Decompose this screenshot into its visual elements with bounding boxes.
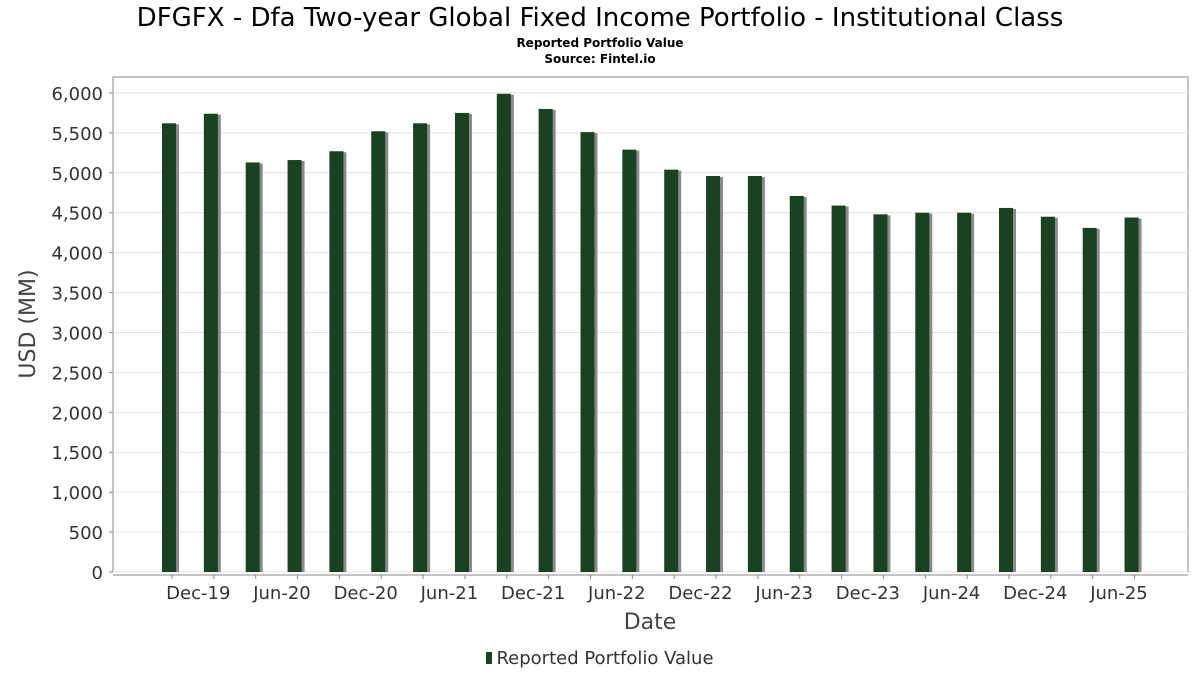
- bar-body: [538, 108, 553, 572]
- plot-area: [112, 76, 1189, 573]
- bar: [706, 176, 724, 572]
- y-tick-label: 4,000: [51, 244, 103, 265]
- bar: [789, 195, 807, 573]
- y-tick-label: 2,000: [51, 403, 103, 424]
- x-tick-label: Jun-22: [587, 583, 646, 604]
- bar: [580, 132, 598, 572]
- bar-body: [706, 176, 721, 572]
- bar: [831, 205, 849, 572]
- x-tick-label: Dec-22: [668, 583, 732, 604]
- bar-body: [454, 112, 469, 572]
- bar: [915, 212, 933, 572]
- bar: [538, 108, 556, 572]
- bar: [999, 207, 1016, 572]
- bar: [1124, 217, 1142, 573]
- bar: [957, 212, 975, 572]
- bar-body: [873, 214, 888, 573]
- bar-body: [371, 131, 386, 572]
- x-axis: Dec-19 Jun-20 Dec-20 Jun-21 Dec-21 Jun-22 Dec-…: [113, 574, 1188, 604]
- bar: [496, 93, 514, 573]
- x-tick-label: Jun-20: [252, 583, 311, 604]
- bar-body: [329, 151, 344, 572]
- y-axis: 0 500 1,000 1,500 2,000 2,500 3,000 3,500 4,000 4…: [51, 84, 113, 584]
- bar-body: [1082, 227, 1097, 573]
- x-tick-label: Jun-23: [754, 583, 813, 604]
- bar-body: [915, 212, 930, 572]
- x-tick-label: Dec-23: [836, 583, 900, 604]
- bar-body: [1124, 217, 1139, 573]
- bar: [1082, 227, 1100, 573]
- chart-subtitle: Reported Portfolio Value: [516, 36, 684, 50]
- bar: [454, 112, 472, 572]
- y-tick-label: 4,500: [51, 204, 103, 225]
- y-tick-label: 0: [92, 563, 103, 584]
- chart-title: DFGFX - Dfa Two-year Global Fixed Income…: [136, 3, 1064, 33]
- bar: [371, 131, 389, 572]
- y-axis-label: USD (MM): [16, 269, 41, 378]
- y-tick-label: 1,000: [51, 483, 103, 504]
- bar-body: [162, 123, 176, 572]
- bar-body: [413, 123, 428, 572]
- bar-body: [287, 160, 302, 572]
- bar: [162, 123, 179, 572]
- x-tick-label: Jun-21: [420, 583, 479, 604]
- y-tick-label: 2,500: [51, 363, 103, 384]
- bar: [203, 113, 221, 573]
- x-tick-label: Dec-19: [166, 583, 230, 604]
- y-tick-label: 3,000: [51, 323, 103, 344]
- bar-body: [622, 149, 637, 572]
- x-tick-label: Dec-24: [1003, 583, 1067, 604]
- chart-source: Source: Fintel.io: [544, 52, 656, 66]
- y-tick-label: 5,000: [51, 164, 103, 185]
- y-tick-label: 5,500: [51, 124, 103, 145]
- bar-body: [580, 132, 595, 572]
- legend-label: Reported Portfolio Value: [496, 648, 714, 669]
- x-tick-label: Dec-21: [501, 583, 565, 604]
- plot-frame: [112, 76, 1189, 573]
- x-tick-label: Jun-25: [1089, 583, 1148, 604]
- y-tick-label: 500: [69, 523, 103, 544]
- y-tick-label: 6,000: [51, 84, 103, 105]
- bar-body: [203, 113, 218, 573]
- bars: [162, 93, 1142, 573]
- legend: Reported Portfolio Value: [0, 648, 1200, 670]
- bar-body: [789, 195, 804, 573]
- bar: [287, 160, 305, 572]
- bar: [1040, 216, 1058, 572]
- bar-body: [747, 176, 762, 572]
- bar-body: [1040, 216, 1055, 572]
- bar: [245, 162, 263, 572]
- bar: [664, 169, 682, 572]
- x-tick-label: Dec-20: [334, 583, 398, 604]
- bar: [622, 149, 640, 572]
- legend-swatch: [486, 652, 493, 664]
- x-tick-label: Jun-24: [922, 583, 981, 604]
- bar: [873, 214, 891, 573]
- y-tick-label: 3,500: [51, 284, 103, 305]
- bar: [413, 123, 431, 572]
- x-axis-label: Date: [624, 610, 677, 635]
- bar-body: [999, 207, 1013, 572]
- bar: [329, 151, 347, 572]
- bar-body: [664, 169, 679, 572]
- bar: [747, 176, 765, 572]
- bar-body: [245, 162, 260, 572]
- bar-body: [957, 212, 972, 572]
- bar-body: [496, 93, 511, 573]
- bar-body: [831, 205, 846, 572]
- y-tick-label: 1,500: [51, 443, 103, 464]
